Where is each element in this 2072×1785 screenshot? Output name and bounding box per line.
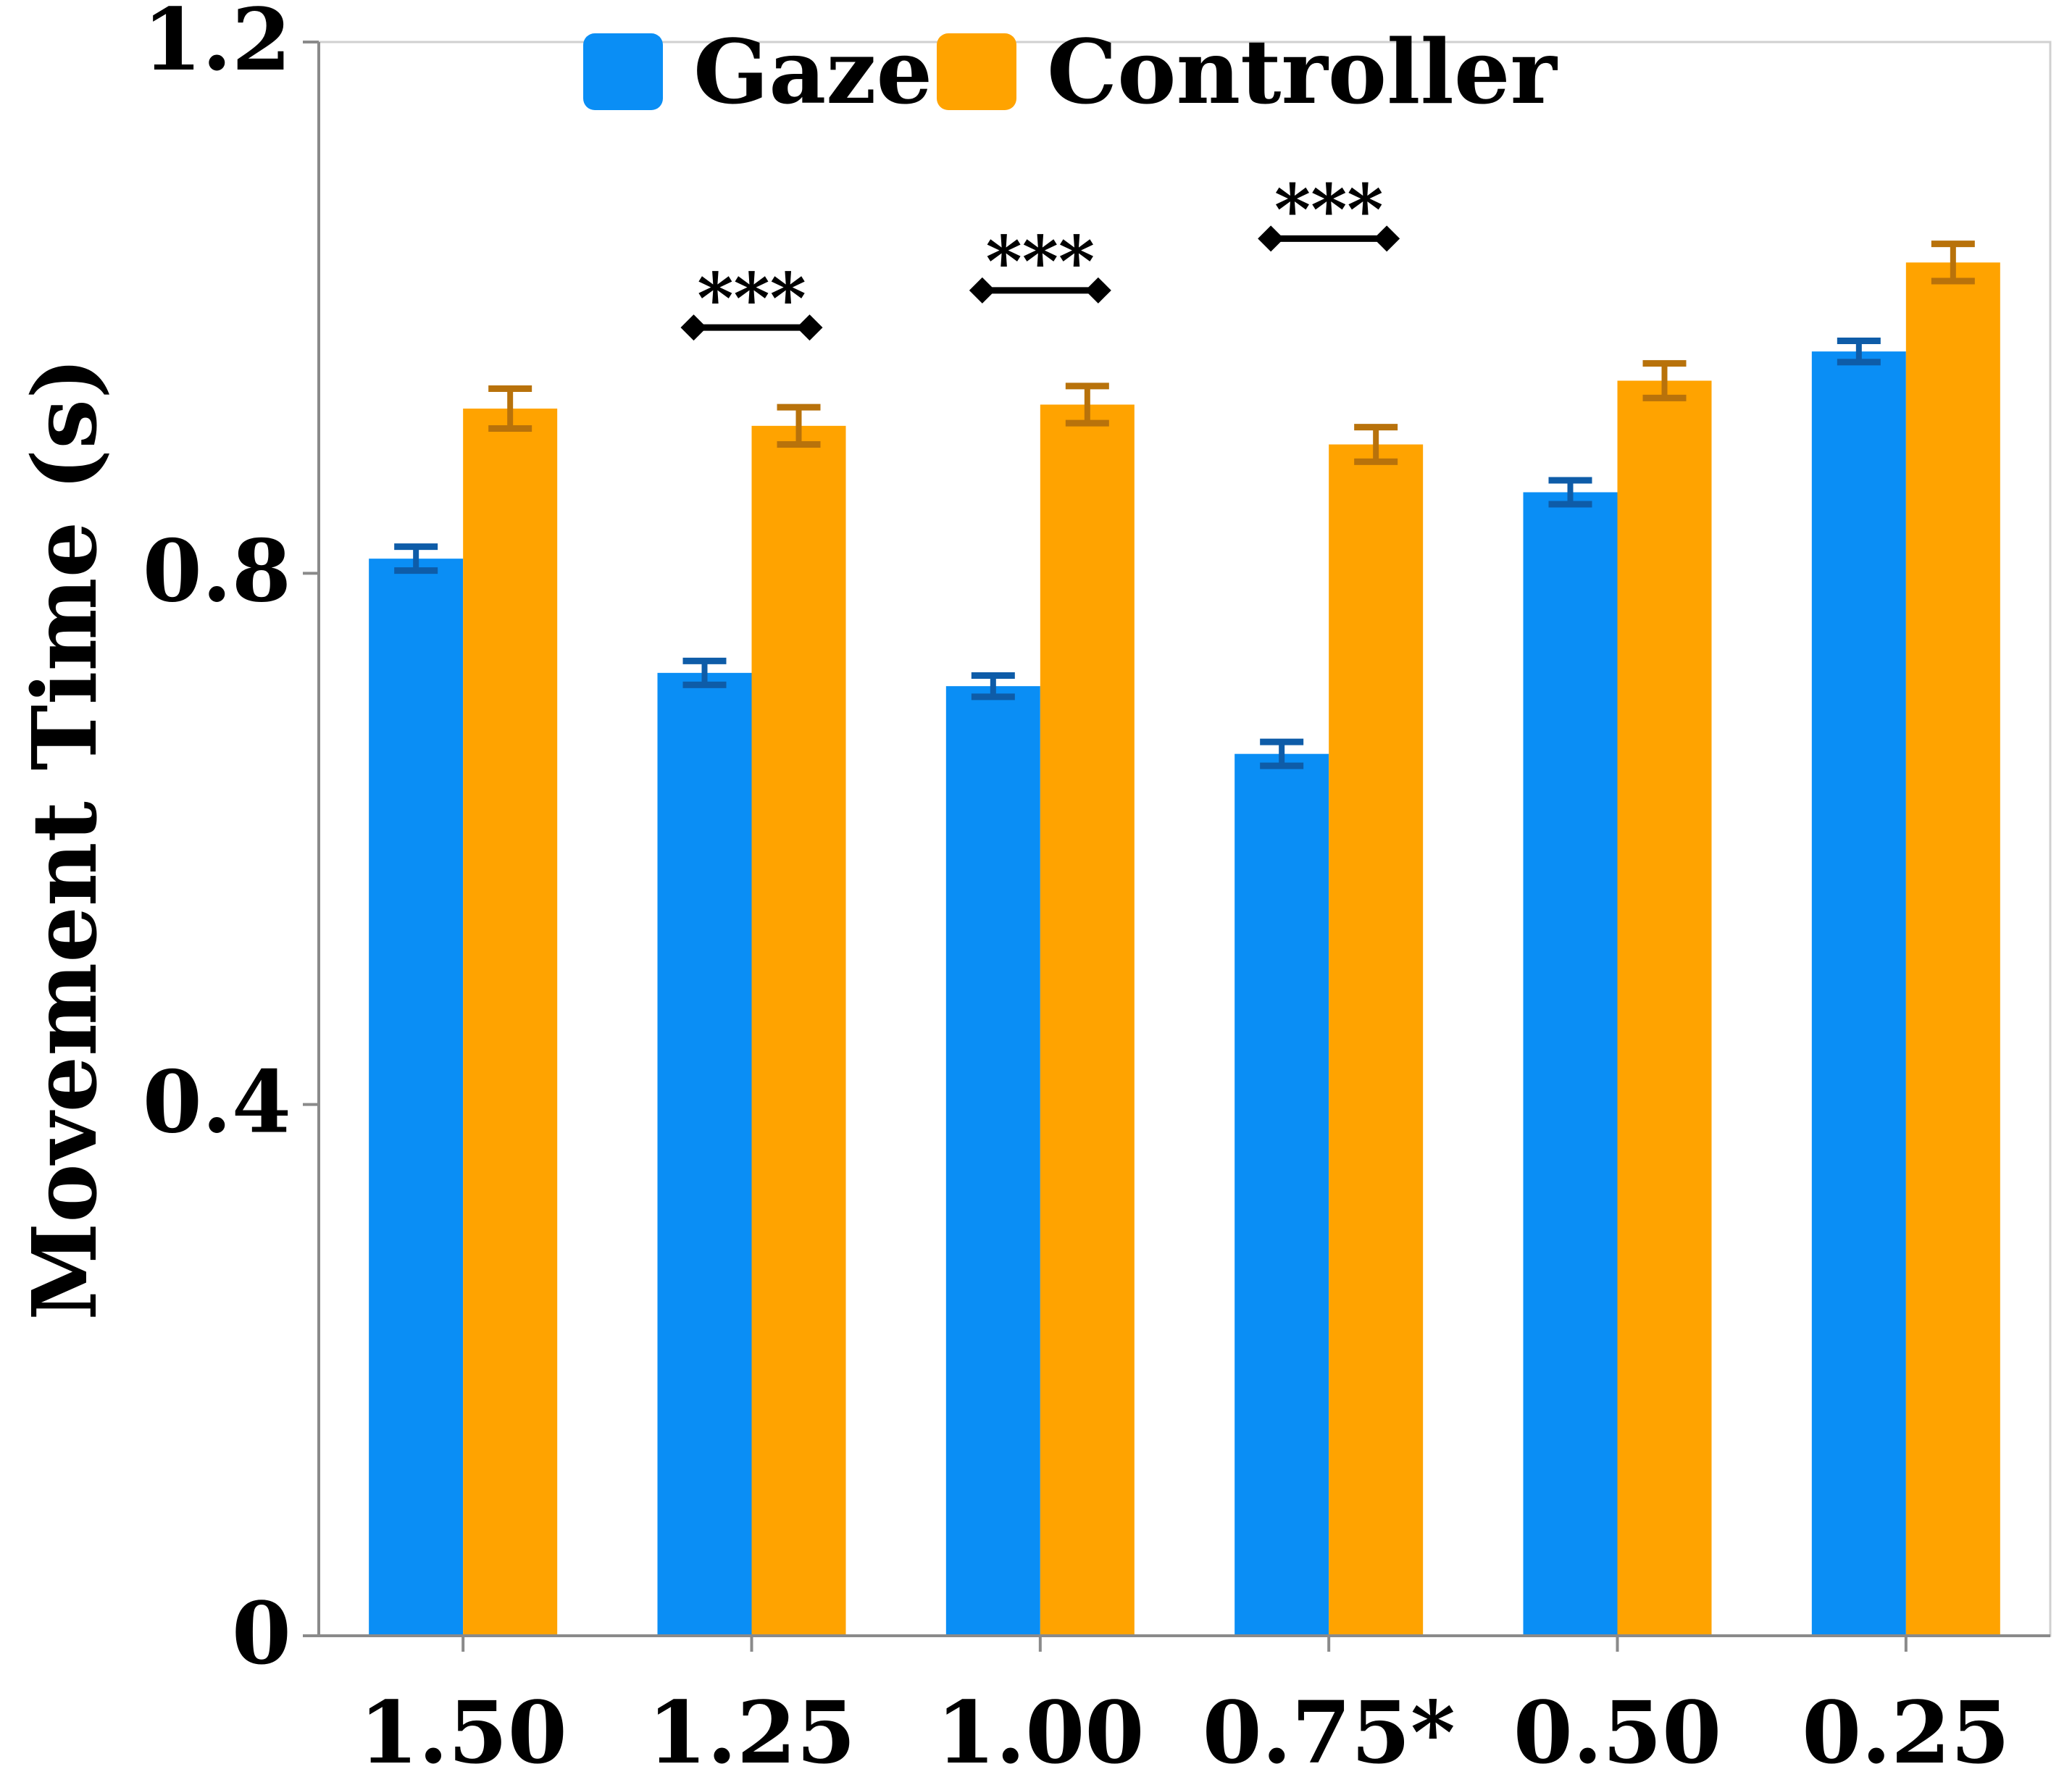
significance-label: ***	[986, 221, 1095, 303]
bar-controller-1	[463, 409, 558, 1636]
legend-swatch	[937, 33, 1016, 110]
legend-label: Gaze	[693, 20, 932, 124]
error-bars	[394, 241, 1975, 769]
bar-gaze-3	[945, 686, 1040, 1636]
plot-border	[317, 41, 2052, 1637]
x-tick-label: 0.75*	[1203, 1682, 1455, 1783]
error-bar-gaze-2	[682, 657, 727, 688]
significance-bracket: ***	[1258, 169, 1400, 252]
bar-controller-2	[751, 425, 846, 1636]
x-axis: 1.50 1.25 1.00 0.75* 0.50 0.25	[319, 1634, 2050, 1783]
legend-swatch	[583, 33, 663, 110]
error-bar-gaze-5	[1548, 477, 1592, 508]
error-bar-gaze-3	[971, 672, 1015, 701]
x-tick-label: 0.25	[1802, 1682, 2010, 1783]
error-bar-controller-1	[488, 385, 532, 432]
plot-frame	[317, 41, 2052, 1637]
bar-gaze-6	[1811, 351, 1906, 1636]
significance-bracket: ***	[680, 258, 823, 341]
x-tick-label: 1.50	[359, 1682, 567, 1783]
significance-diamond-left	[969, 277, 995, 304]
significance-diamond-right	[1374, 225, 1400, 252]
significance-bracket: ***	[969, 221, 1111, 304]
significance-label: ***	[697, 258, 806, 340]
significance-label: ***	[1274, 169, 1384, 251]
bar-gaze-5	[1523, 492, 1618, 1636]
y-tick-label: 1.2	[143, 0, 291, 90]
error-bar-controller-6	[1931, 241, 1975, 285]
legend-item-controller: Controller	[937, 20, 1558, 124]
bar-controller-6	[1905, 262, 2000, 1636]
x-tick-label: 1.00	[936, 1682, 1144, 1783]
legend-item-gaze: Gaze	[583, 20, 932, 124]
bar-controller-5	[1617, 380, 1712, 1636]
error-bar-controller-3	[1065, 382, 1109, 427]
y-tick-label: 0.8	[143, 520, 291, 621]
bars	[369, 262, 2000, 1636]
error-bar-gaze-6	[1837, 338, 1881, 366]
error-bar-gaze-4	[1260, 738, 1304, 769]
y-axis: 0 0.4 0.8 1.2	[143, 0, 320, 1684]
y-tick-label: 0.4	[143, 1052, 291, 1153]
y-axis-title: Movement Time (s)	[12, 357, 117, 1321]
significance-diamond-left	[680, 314, 707, 341]
y-tick-label: 0	[232, 1583, 291, 1684]
significance-diamond-right	[1085, 277, 1111, 304]
error-bar-controller-4	[1354, 424, 1398, 465]
bar-gaze-1	[369, 559, 464, 1636]
bar-controller-4	[1329, 444, 1424, 1636]
bar-controller-3	[1040, 404, 1135, 1636]
legend-label: Controller	[1047, 20, 1558, 124]
significance-markers: *** *** ***	[680, 169, 1400, 341]
significance-diamond-right	[796, 314, 823, 341]
significance-diamond-left	[1258, 225, 1284, 252]
bar-gaze-4	[1235, 753, 1329, 1636]
error-bar-gaze-1	[394, 543, 438, 574]
bar-gaze-2	[657, 672, 752, 1636]
x-tick-label: 0.50	[1513, 1682, 1721, 1783]
legend: Gaze Controller	[583, 20, 1558, 124]
error-bar-controller-5	[1642, 360, 1687, 401]
x-tick-label: 1.25	[648, 1682, 856, 1783]
error-bar-controller-2	[777, 404, 821, 448]
